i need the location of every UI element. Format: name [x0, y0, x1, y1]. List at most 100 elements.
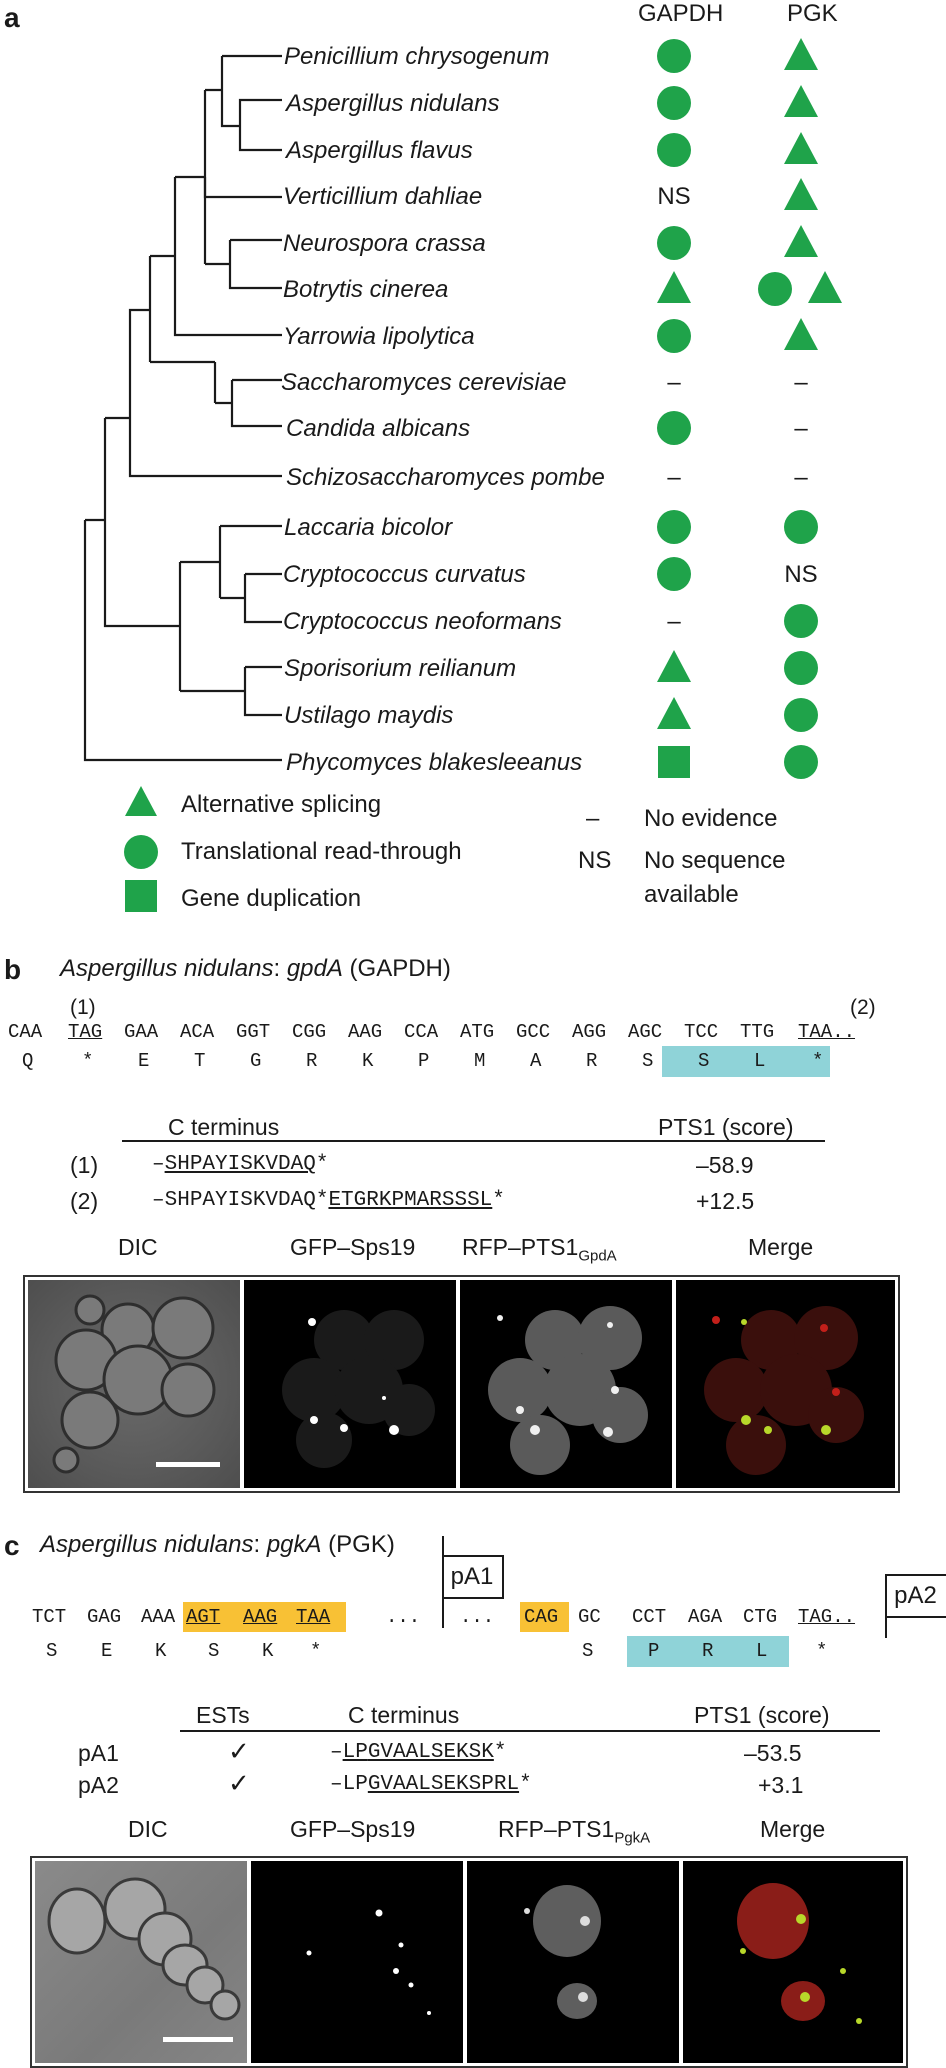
pgk-alt-splicing-triangle-icon	[784, 178, 818, 210]
species-label: Cryptococcus curvatus	[283, 561, 526, 588]
species-label: Neurospora crassa	[283, 230, 486, 257]
codon: CAA	[8, 1021, 43, 1043]
gapdh-read-through-circle-icon	[657, 39, 691, 73]
dic-cells-b	[52, 1294, 220, 1474]
species-label: Yarrowia lipolytica	[283, 323, 475, 350]
legend-no-seq-label-2: available	[644, 881, 739, 908]
pgk-status-text: NS	[784, 561, 817, 588]
legend-symbols	[124, 786, 158, 912]
codon: TAG	[68, 1021, 103, 1043]
table-c-row1-seq: –LPGVAALSEKSK*	[330, 1741, 507, 1764]
species-label: Aspergillus flavus	[284, 137, 473, 164]
panel-c-letter: c	[4, 1530, 20, 1561]
table-c-row2-check-icon: ✓	[228, 1768, 250, 1798]
legend-alt-splicing-label: Alternative splicing	[181, 791, 381, 818]
codon: AGA	[688, 1606, 723, 1628]
caption-b-gfp: GFP–Sps19	[290, 1234, 416, 1260]
pa1-divider	[442, 1536, 444, 1628]
codon: GAA	[124, 1021, 159, 1043]
gapdh-read-through-circle-icon	[657, 86, 691, 120]
gapdh-read-through-circle-icon	[657, 226, 691, 260]
gapdh-status-text: –	[667, 369, 681, 396]
legend-dash-symbol: –	[586, 805, 600, 832]
codon: CCT	[632, 1606, 667, 1628]
amino-acid: E	[138, 1050, 150, 1072]
codon: AGT	[186, 1606, 221, 1628]
gapdh-alt-splicing-triangle-icon	[657, 650, 691, 682]
splice-highlight-left	[183, 1602, 346, 1632]
gapdh-column-header: GAPDH	[638, 0, 724, 27]
tree-branches	[83, 54, 282, 762]
table-b-row2-seq: –SHPAYISKVDAQ*ETGRKPMARSSSL*	[152, 1189, 505, 1212]
legend-no-evidence-label: No evidence	[644, 805, 777, 832]
amino-acid: *	[816, 1640, 828, 1662]
gapdh-status-text: –	[667, 608, 681, 635]
amino-acid: G	[250, 1050, 262, 1072]
codon: GAG	[87, 1606, 122, 1628]
stop-mark-2: (2)	[850, 996, 876, 1019]
amino-acid: S	[208, 1640, 220, 1662]
gapdh-read-through-circle-icon	[657, 319, 691, 353]
pgk-column-header: PGK	[787, 0, 838, 27]
species-label: Ustilago maydis	[284, 702, 453, 729]
pgk-alt-splicing-triangle-icon	[784, 85, 818, 117]
stop-mark-1: (1)	[70, 996, 96, 1019]
pts1-highlight-b	[662, 1046, 830, 1077]
species-label: Laccaria bicolor	[284, 514, 453, 541]
codon: TAA	[296, 1606, 331, 1628]
codon: GCC	[516, 1021, 551, 1043]
amino-acid: S	[582, 1640, 594, 1662]
codon: TAA..	[798, 1021, 856, 1043]
table-b-row1-score: –58.9	[696, 1152, 754, 1178]
micrographs-c	[30, 1856, 908, 2068]
pgk-status-text: –	[794, 415, 808, 442]
amino-acid: L	[754, 1050, 766, 1072]
amino-acid: K	[155, 1640, 167, 1662]
species-label: Aspergillus nidulans	[284, 90, 499, 117]
codon: AAA	[141, 1606, 176, 1628]
ellipsis: ...	[460, 1606, 495, 1628]
micrograph-b-merge	[676, 1280, 895, 1488]
table-c-hdr-cterm: C terminus	[348, 1702, 460, 1728]
table-c-row1-check-icon: ✓	[228, 1736, 250, 1766]
legend-ns-symbol: NS	[578, 847, 611, 874]
table-b-hdr-cterm: C terminus	[168, 1114, 280, 1140]
species-label: Phycomyces blakesleeanus	[286, 749, 582, 776]
panel-b-letter: b	[4, 954, 22, 985]
pgk-read-through-circle-icon	[784, 651, 818, 685]
caption-c-gfp: GFP–Sps19	[290, 1816, 416, 1842]
amino-acid: T	[194, 1050, 206, 1072]
species-label: Schizosaccharomyces pombe	[286, 464, 605, 491]
species-labels: Penicillium chrysogenum Aspergillus nidu…	[281, 43, 605, 776]
pgk-alt-splicing-triangle-icon	[784, 132, 818, 164]
species-label: Penicillium chrysogenum	[284, 43, 549, 70]
amino-acid: P	[648, 1640, 660, 1662]
gapdh-read-through-circle-icon	[657, 133, 691, 167]
pgk-alt-splicing-triangle-icon	[784, 38, 818, 70]
amino-acid: P	[418, 1050, 430, 1072]
micrograph-c-gfp	[251, 1861, 463, 2063]
amino-acid: S	[642, 1050, 654, 1072]
legend-read-through-label: Translational read-through	[181, 838, 462, 865]
amino-acid: K	[262, 1640, 274, 1662]
micrograph-b-rfp	[460, 1280, 672, 1488]
gapdh-read-through-circle-icon	[657, 411, 691, 445]
table-c-row2-score: +3.1	[758, 1772, 804, 1798]
amino-acid: Q	[22, 1050, 34, 1072]
panel-a-letter: a	[4, 2, 20, 33]
pgk-status-text: –	[794, 369, 808, 396]
gapdh-read-through-circle-icon	[657, 510, 691, 544]
codon: ACA	[180, 1021, 215, 1043]
amino-acid: R	[702, 1640, 714, 1662]
amino-acid: K	[362, 1050, 374, 1072]
species-label: Candida albicans	[286, 415, 470, 442]
caption-c-dic: DIC	[128, 1816, 168, 1842]
codon: TCC	[684, 1021, 719, 1043]
codon: AGC	[628, 1021, 663, 1043]
pgk-alt-splicing-triangle-icon	[784, 225, 818, 257]
codon: CCA	[404, 1021, 439, 1043]
caption-c-merge: Merge	[760, 1816, 826, 1842]
legend-triangle-icon	[125, 786, 157, 816]
table-b-rule	[122, 1140, 825, 1142]
gapdh-gene-duplication-square-icon	[658, 746, 690, 778]
